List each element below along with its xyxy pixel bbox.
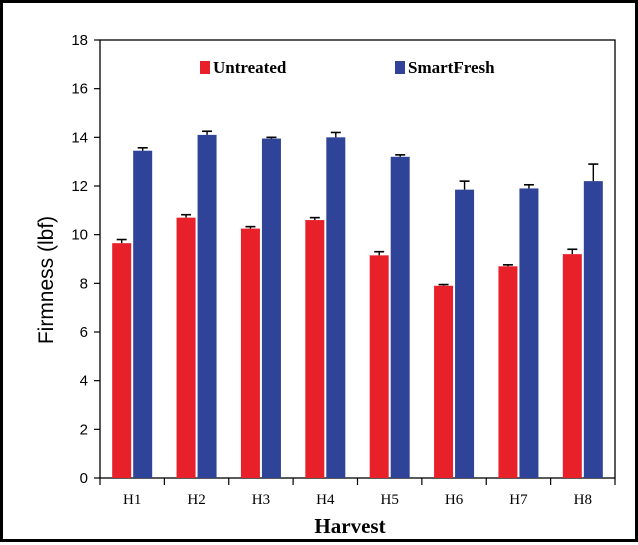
- bar-untreated: [434, 285, 454, 478]
- x-axis-label: Harvest: [314, 514, 385, 538]
- bar-untreated: [112, 243, 132, 478]
- bar-smartfresh: [519, 188, 539, 478]
- bar-untreated: [240, 228, 260, 478]
- y-axis-label-group: Firmness (lbf): [35, 216, 58, 344]
- bar-untreated: [305, 220, 325, 479]
- x-tick-label: H1: [123, 492, 141, 508]
- y-axis-label: Firmness (lbf): [35, 216, 58, 344]
- legend-swatch: [395, 61, 405, 74]
- bar-smartfresh: [326, 137, 346, 479]
- bar-smartfresh: [261, 138, 281, 479]
- y-tick-label: 14: [71, 129, 88, 146]
- y-tick-label: 8: [80, 275, 88, 292]
- y-tick-label: 16: [71, 81, 88, 98]
- bar-untreated: [176, 217, 196, 478]
- bar-smartfresh: [583, 181, 603, 478]
- y-tick-label: 18: [71, 32, 88, 49]
- x-tick-label: H2: [187, 492, 205, 508]
- y-tick-label: 2: [80, 421, 88, 438]
- x-tick-label: H5: [381, 492, 399, 508]
- bar-smartfresh: [197, 134, 217, 478]
- plot-area: 0 2 4 6 8 10 12 14 16 18 H1 H2 H3 H4 H5 H6 H7 H8 Untreated…: [71, 32, 616, 508]
- x-tick-label: H6: [445, 492, 464, 508]
- y-tick-label: 10: [71, 227, 88, 244]
- x-tick-label: H3: [252, 492, 270, 508]
- y-tick-label: 0: [80, 470, 88, 487]
- legend-swatch: [200, 61, 210, 74]
- bar-untreated: [369, 255, 389, 478]
- bar-smartfresh: [133, 150, 153, 478]
- bar-untreated: [498, 266, 518, 478]
- legend-label: Untreated: [213, 58, 287, 77]
- y-tick-label: 6: [80, 324, 88, 341]
- legend-label: SmartFresh: [408, 58, 495, 77]
- bar-untreated: [562, 254, 582, 478]
- bar-chart: Firmness (lbf) Harvest 0 2 4 6 8 10 12 14 16 18 H1…: [35, 32, 616, 538]
- y-tick-label: 4: [80, 373, 88, 390]
- x-tick-label: H7: [509, 492, 528, 508]
- x-tick-label: H4: [316, 492, 335, 508]
- x-tick-label: H8: [574, 492, 592, 508]
- bar-smartfresh: [390, 156, 410, 479]
- y-tick-label: 12: [71, 178, 88, 195]
- bar-smartfresh: [455, 189, 475, 478]
